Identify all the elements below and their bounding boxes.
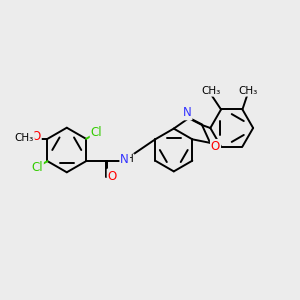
Text: O: O (32, 130, 41, 143)
Text: N: N (120, 153, 129, 166)
Text: CH₃: CH₃ (201, 86, 220, 96)
Text: Cl: Cl (31, 160, 43, 174)
Text: CH₃: CH₃ (239, 86, 258, 96)
Text: O: O (108, 169, 117, 182)
Text: O: O (211, 140, 220, 153)
Text: Cl: Cl (91, 126, 102, 140)
Text: H: H (126, 154, 134, 164)
Text: CH₃: CH₃ (15, 133, 34, 143)
Text: N: N (183, 106, 191, 119)
